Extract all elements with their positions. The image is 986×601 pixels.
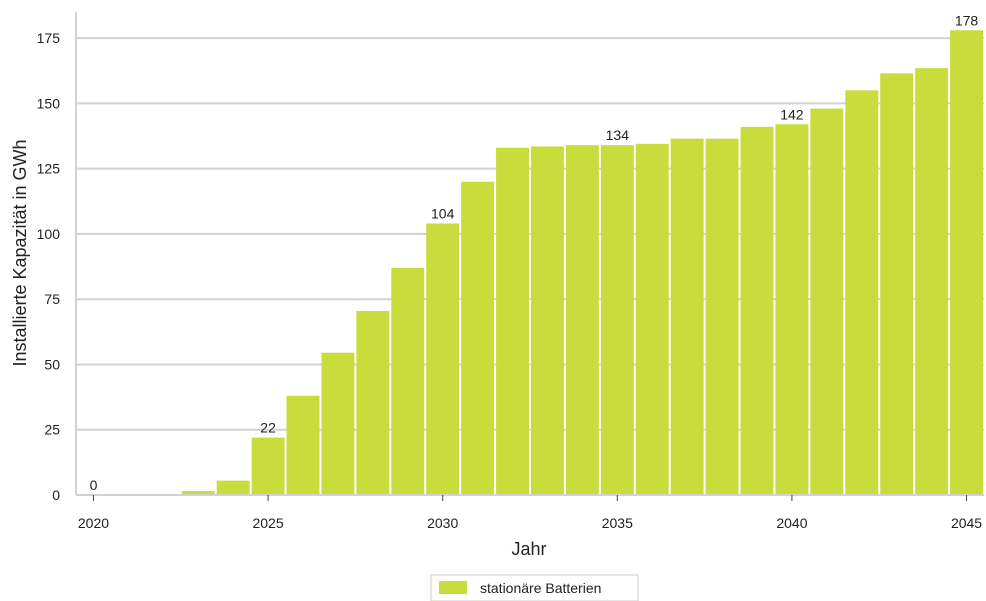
plot-frame <box>75 12 984 496</box>
y-tick-label: 100 <box>37 226 61 242</box>
bar <box>531 146 564 495</box>
bar <box>845 90 879 495</box>
data-label: 22 <box>260 420 276 436</box>
y-tick-label: 25 <box>44 422 60 438</box>
bar <box>600 145 634 495</box>
y-tick-label: 75 <box>44 291 60 307</box>
x-tick-label: 2035 <box>602 515 633 531</box>
bar <box>321 352 355 495</box>
bar <box>740 126 774 496</box>
data-label: 104 <box>431 205 455 221</box>
bar <box>565 145 599 495</box>
x-tick-label: 2025 <box>252 515 283 531</box>
y-axis-ticks: 0 25 50 75 100 125 150 175 <box>37 30 61 503</box>
x-tick-label: 2040 <box>776 515 807 531</box>
y-axis-title: Installierte Kapazität in GWh <box>10 139 30 366</box>
x-axis-title: Jahr <box>511 539 546 559</box>
bar <box>775 124 809 495</box>
data-label: 178 <box>955 12 979 28</box>
y-tick-label: 0 <box>52 487 60 503</box>
y-tick-label: 125 <box>37 161 61 177</box>
x-tick-label: 2045 <box>951 515 982 531</box>
bar <box>670 138 704 495</box>
bar <box>461 181 495 495</box>
data-labels: 0 22 104 134 142 178 <box>90 12 979 493</box>
bar <box>496 147 529 496</box>
data-label: 0 <box>90 477 98 493</box>
bar <box>216 480 250 495</box>
bar <box>356 310 390 495</box>
grid-lines <box>76 37 984 431</box>
bar <box>286 395 320 495</box>
bar <box>391 267 425 495</box>
bar <box>635 143 669 495</box>
x-axis-ticks: 2020 2025 2030 2035 2040 2045 <box>78 495 982 531</box>
bar <box>915 68 949 495</box>
bars <box>181 30 983 496</box>
bar <box>705 138 739 495</box>
data-label: 142 <box>780 106 804 122</box>
bar <box>426 223 460 495</box>
data-label: 134 <box>606 127 630 143</box>
bar <box>950 30 983 496</box>
legend-swatch <box>439 581 467 594</box>
y-tick-label: 150 <box>37 95 61 111</box>
bar <box>181 491 215 495</box>
x-tick-label: 2030 <box>427 515 458 531</box>
legend-label: stationäre Batterien <box>480 580 601 596</box>
bar <box>810 108 844 495</box>
bar <box>251 437 285 495</box>
y-tick-label: 175 <box>37 30 61 46</box>
bar <box>880 73 914 495</box>
x-tick-label: 2020 <box>78 515 109 531</box>
legend: stationäre Batterien <box>430 574 639 601</box>
y-tick-label: 50 <box>44 356 60 372</box>
